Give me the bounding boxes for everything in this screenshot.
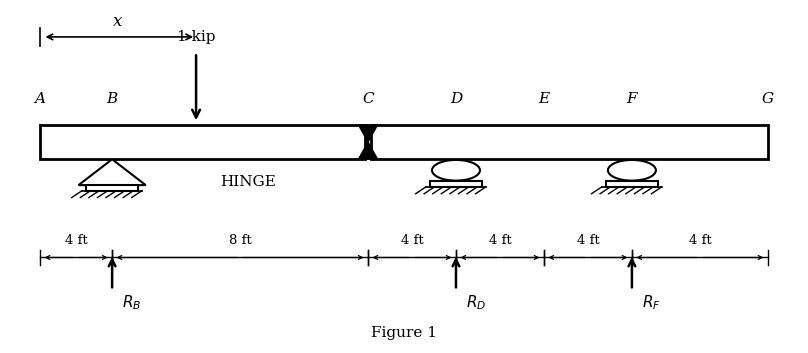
Polygon shape	[359, 125, 377, 142]
Bar	[606, 181, 658, 187]
Text: x: x	[113, 13, 123, 30]
Text: 1 kip: 1 kip	[177, 30, 216, 44]
Text: E: E	[538, 92, 549, 106]
Text: $R_{D}$: $R_{D}$	[465, 293, 486, 312]
Text: HINGE: HINGE	[220, 175, 276, 189]
Text: D: D	[450, 92, 462, 106]
FancyBboxPatch shape	[371, 125, 768, 159]
Text: Figure 1: Figure 1	[371, 326, 437, 340]
Text: 4 ft: 4 ft	[688, 234, 711, 247]
Text: 4 ft: 4 ft	[401, 234, 423, 247]
Text: $R_{F}$: $R_{F}$	[642, 293, 660, 312]
Polygon shape	[359, 142, 377, 159]
FancyBboxPatch shape	[40, 125, 365, 159]
Text: 4 ft: 4 ft	[65, 234, 87, 247]
Text: F: F	[626, 92, 638, 106]
Bar	[86, 185, 138, 191]
Text: G: G	[762, 92, 774, 106]
Text: 8 ft: 8 ft	[229, 234, 251, 247]
Polygon shape	[78, 159, 145, 185]
Bar	[430, 181, 482, 187]
Text: 4 ft: 4 ft	[577, 234, 600, 247]
Text: 4 ft: 4 ft	[489, 234, 511, 247]
Text: A: A	[35, 92, 45, 106]
Text: $R_{B}$: $R_{B}$	[122, 293, 141, 312]
Text: C: C	[362, 92, 374, 106]
Text: B: B	[107, 92, 118, 106]
